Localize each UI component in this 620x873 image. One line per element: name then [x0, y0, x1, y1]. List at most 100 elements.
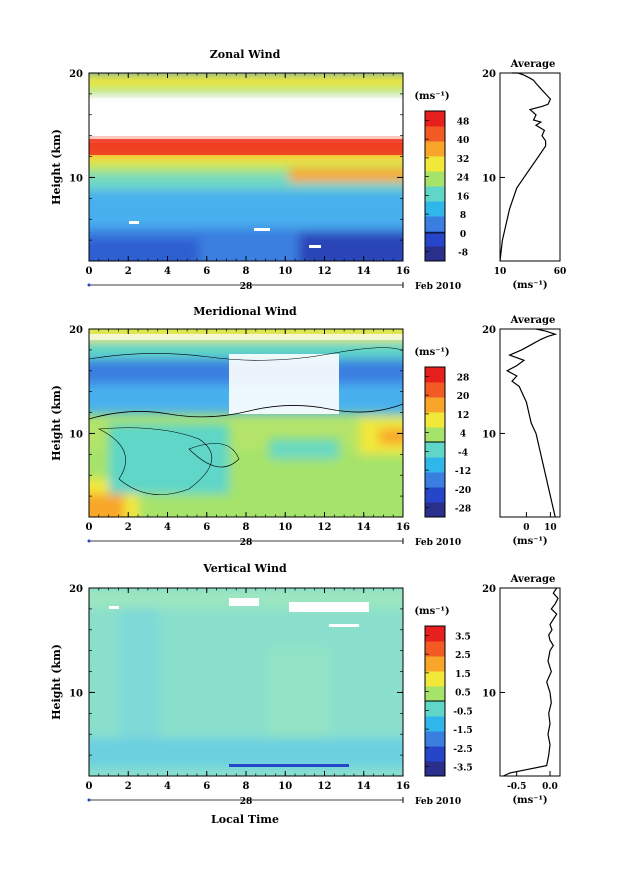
colorbar-unit-label: (ms⁻¹)	[414, 347, 449, 358]
x-tick-label: 12	[318, 266, 332, 277]
month-label: Feb 2010	[415, 538, 461, 548]
profile-unit-label: (ms⁻¹)	[512, 280, 547, 291]
profile-x-tick-label: 0.0	[542, 782, 558, 792]
colorbar-swatch	[425, 412, 445, 428]
colorbar-swatch	[425, 156, 445, 172]
colorbar-swatch	[425, 656, 445, 672]
x-tick-label: 8	[243, 522, 250, 533]
x-tick-label: 2	[125, 522, 132, 533]
colorbar-tick-label: -0.5	[453, 707, 472, 717]
colorbar-swatch	[425, 487, 445, 503]
colorbar-frame	[424, 110, 446, 262]
vertical-wind-heatmap	[89, 588, 403, 776]
x-tick-label: 4	[164, 266, 171, 277]
zonal-wind-heatmap	[89, 73, 403, 261]
profile-frame	[499, 328, 561, 518]
x-tick-label: 16	[396, 266, 410, 277]
meridional-wind-title: Meridional Wind	[193, 305, 297, 318]
x-tick-label: 10	[278, 781, 292, 792]
profile-x-tick-label: 60	[554, 267, 567, 277]
x-axis-label: Local Time	[211, 813, 279, 826]
zonal-wind-panel: Zonal Wind	[50, 48, 566, 292]
colorbar-swatch	[425, 731, 445, 747]
profile-title: Average	[510, 315, 556, 326]
profile-title: Average	[510, 59, 556, 70]
date-axis-start-marker	[87, 283, 91, 287]
colorbar-swatch	[425, 427, 445, 443]
colorbar-swatch	[425, 761, 445, 777]
profile-title: Average	[510, 574, 556, 585]
x-tick-label: 16	[396, 522, 410, 533]
x-tick-label: 8	[243, 266, 250, 277]
colorbar-tick-label: 40	[457, 136, 470, 146]
y-tick-label: 10	[69, 688, 83, 699]
profile-line	[499, 72, 552, 262]
colorbar-swatch	[425, 141, 445, 157]
colorbar-swatch	[425, 502, 445, 518]
colorbar-tick-label: 12	[457, 411, 470, 421]
y-tick-label: 20	[69, 584, 83, 595]
x-tick-label: 6	[203, 781, 210, 792]
colorbar-swatch	[425, 367, 445, 383]
profile-x-tick-label: -0.5	[507, 782, 526, 792]
colorbar-tick-label: 20	[457, 392, 470, 402]
colorbar-tick-label: 16	[457, 192, 470, 202]
colorbar-swatch	[425, 472, 445, 488]
y-axis-label: Height (km)	[50, 385, 63, 461]
colorbar-tick-label: -20	[455, 486, 471, 496]
colorbar-tick-label: 3.5	[455, 632, 471, 642]
x-tick-label: 2	[125, 781, 132, 792]
profile-frame	[499, 587, 561, 777]
colorbar-tick-label: -12	[455, 467, 471, 477]
date-label: 28	[240, 538, 253, 548]
x-tick-label: 4	[164, 781, 171, 792]
colorbar-tick-label: -2.5	[453, 745, 472, 755]
colorbar-tick-label: 0	[460, 230, 466, 240]
y-tick-label: 10	[69, 173, 83, 184]
colorbar-tick-label: -1.5	[453, 726, 472, 736]
colorbar-swatch	[425, 397, 445, 413]
x-tick-label: 12	[318, 522, 332, 533]
profile-y-tick-label: 20	[482, 325, 496, 336]
colorbar-swatch	[425, 382, 445, 398]
profile-y-tick-label: 10	[482, 173, 496, 184]
month-label: Feb 2010	[415, 797, 461, 807]
colorbar-tick-label: 24	[457, 174, 470, 184]
profile-y-tick-label: 20	[482, 69, 496, 80]
x-tick-label: 10	[278, 522, 292, 533]
meridional-wind-heatmap	[89, 329, 403, 517]
x-tick-label: 8	[243, 781, 250, 792]
colorbar-tick-label: 8	[460, 211, 466, 221]
colorbar-tick-label: 2.5	[455, 651, 471, 661]
y-tick-label: 20	[69, 325, 83, 336]
x-tick-label: 14	[357, 781, 371, 792]
colorbar-swatch	[425, 457, 445, 473]
profile-line	[503, 587, 559, 777]
x-tick-label: 16	[396, 781, 410, 792]
colorbar-swatch	[425, 686, 445, 702]
profile-y-tick-label: 10	[482, 429, 496, 440]
x-tick-label: 0	[86, 522, 93, 533]
colorbar-tick-label: 1.5	[455, 670, 471, 680]
x-tick-label: 6	[203, 266, 210, 277]
meridional-wind-panel: Meridional Wind 0 2 4	[50, 305, 561, 548]
profile-x-tick-label: 10	[544, 523, 557, 533]
y-tick-label: 10	[69, 429, 83, 440]
colorbar-tick-label: -28	[455, 505, 471, 515]
colorbar-tick-label: 48	[457, 117, 470, 127]
colorbar-swatch	[425, 746, 445, 762]
colorbar-swatch	[425, 126, 445, 142]
y-axis-label: Height (km)	[50, 644, 63, 720]
x-tick-label: 6	[203, 522, 210, 533]
colorbar-tick-label: -3.5	[453, 764, 472, 774]
profile-y-tick-label: 20	[482, 584, 496, 595]
profile-unit-label: (ms⁻¹)	[512, 795, 547, 806]
date-axis-start-marker	[87, 798, 91, 802]
vertical-wind-title: Vertical Wind	[202, 562, 287, 575]
colorbar-swatch	[425, 171, 445, 187]
colorbar-swatch	[425, 231, 445, 247]
zonal-wind-title: Zonal Wind	[210, 48, 281, 61]
colorbar-swatch	[425, 716, 445, 732]
colorbar-tick-label: -8	[458, 249, 468, 259]
